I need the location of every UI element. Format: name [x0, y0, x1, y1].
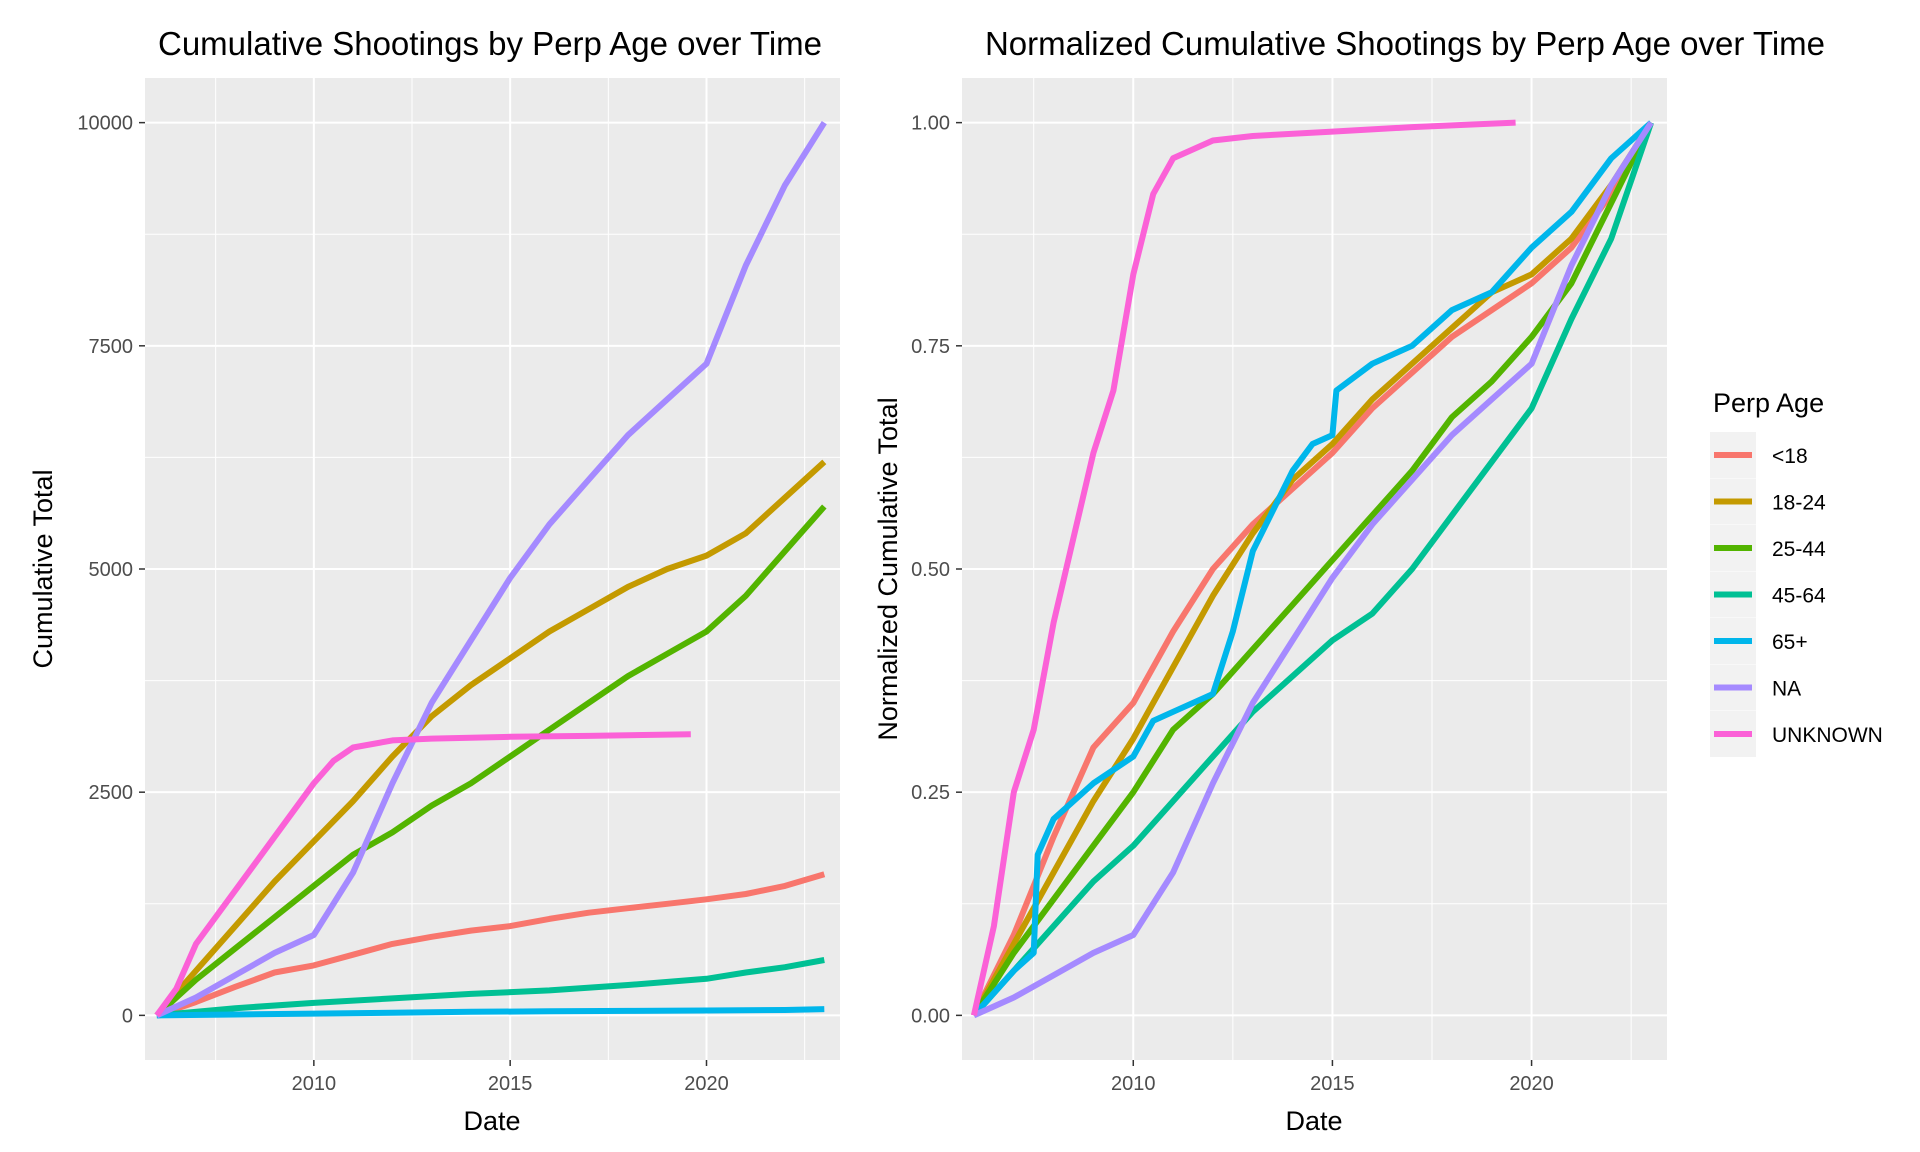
x-tick-label: 2015 — [488, 1073, 533, 1095]
series-line — [156, 957, 825, 1019]
legend-label: 65+ — [1772, 631, 1808, 654]
x-tick-label: 2010 — [1111, 1073, 1156, 1095]
x-tick-label: 2020 — [1509, 1073, 1554, 1095]
series-lines — [154, 121, 827, 1019]
x-tick-labels: 2010 2015 2020 — [1111, 1060, 1554, 1095]
y-tick-labels: 0 2500 5000 7500 10000 — [77, 113, 145, 1027]
x-tick-label: 2015 — [1310, 1073, 1355, 1095]
legend-items: <18 18-24 25-44 45-64 65+ NA UNKNOWN — [1710, 432, 1883, 757]
legend: Perp Age <18 18-24 25-44 45-64 65+ NA UNKNOWN — [1710, 388, 1883, 757]
y-tick-label: 0.50 — [911, 559, 950, 581]
series-line — [154, 504, 827, 1018]
legend-label: 25-44 — [1772, 538, 1826, 561]
series-lines — [970, 119, 1654, 1019]
series-line — [154, 731, 691, 1018]
y-axis-title: Normalized Cumulative Total — [873, 397, 903, 740]
y-tick-label: 0 — [122, 1005, 133, 1027]
legend-label: <18 — [1772, 445, 1808, 468]
y-tick-label: 2500 — [89, 782, 134, 804]
y-tick-label: 0.25 — [911, 782, 950, 804]
x-tick-label: 2020 — [684, 1073, 729, 1095]
series-line — [155, 121, 827, 1019]
y-tick-label: 0.75 — [911, 336, 950, 358]
chart-title: Cumulative Shootings by Perp Age over Ti… — [158, 25, 822, 62]
chart-title: Normalized Cumulative Shootings by Perp … — [985, 25, 1825, 62]
y-tick-label: 5000 — [89, 559, 134, 581]
legend-label: 45-64 — [1772, 585, 1826, 608]
series-line — [971, 121, 1654, 1017]
y-tick-labels: 0.00 0.25 0.50 0.75 1.00 — [911, 113, 962, 1027]
chart-right: Normalized Cumulative Shootings by Perp … — [873, 25, 1825, 1136]
series-line — [156, 1006, 825, 1019]
legend-title: Perp Age — [1713, 388, 1824, 418]
legend-label: 18-24 — [1772, 492, 1826, 515]
legend-label: NA — [1772, 678, 1801, 701]
x-axis-title: Date — [463, 1106, 520, 1136]
series-line — [154, 459, 827, 1018]
series-line — [970, 119, 1516, 1017]
series-line — [971, 121, 1654, 1018]
legend-label: UNKNOWN — [1772, 724, 1883, 747]
series-line — [971, 121, 1654, 1018]
series-line — [155, 871, 826, 1019]
x-tick-labels: 2010 2015 2020 — [292, 1060, 729, 1095]
y-axis-title: Cumulative Total — [28, 469, 58, 668]
y-tick-label: 1.00 — [911, 113, 950, 135]
y-tick-label: 10000 — [77, 113, 133, 135]
y-tick-label: 0.00 — [911, 1005, 950, 1027]
series-line — [972, 120, 1654, 1019]
x-tick-label: 2010 — [292, 1073, 337, 1095]
x-axis-title: Date — [1285, 1106, 1342, 1136]
series-line — [971, 120, 1654, 1018]
y-tick-label: 7500 — [89, 336, 134, 358]
series-line — [971, 120, 1654, 1017]
chart-left: Cumulative Shootings by Perp Age over Ti… — [28, 25, 840, 1136]
